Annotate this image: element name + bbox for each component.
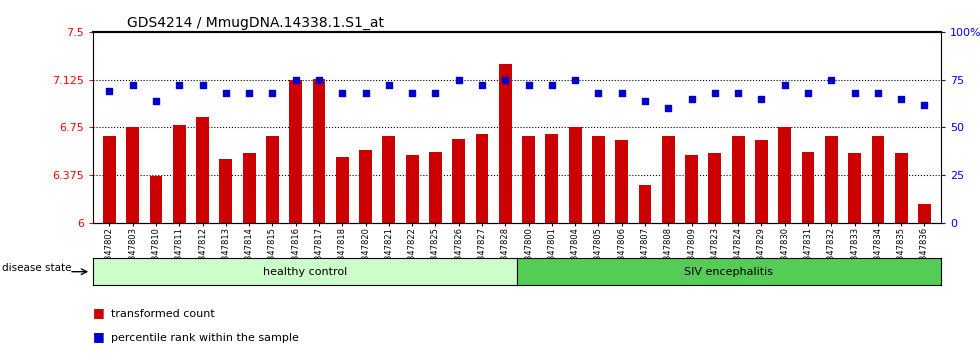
Point [288, 77, 304, 82]
Bar [220, 159, 232, 223]
Point [823, 77, 839, 82]
Bar [453, 139, 466, 223]
Point [613, 90, 629, 96]
Bar [499, 64, 512, 223]
Point [520, 82, 536, 88]
Bar [662, 136, 674, 223]
Bar [126, 127, 139, 223]
Text: disease state: disease state [2, 263, 72, 273]
Point [730, 90, 746, 96]
Point [661, 105, 676, 111]
Point [567, 77, 583, 82]
Bar [406, 155, 418, 223]
Point [498, 77, 514, 82]
Bar [685, 155, 698, 223]
Point [312, 77, 327, 82]
Bar [522, 136, 535, 223]
Point [405, 90, 420, 96]
Point [381, 82, 397, 88]
Bar [802, 152, 814, 223]
Point [707, 90, 722, 96]
Point [847, 90, 862, 96]
Bar [313, 79, 325, 223]
Point [148, 98, 164, 103]
Point [591, 90, 607, 96]
Point [172, 82, 187, 88]
Text: percentile rank within the sample: percentile rank within the sample [111, 333, 299, 343]
Bar [615, 140, 628, 223]
Bar [546, 134, 559, 223]
Bar [336, 157, 349, 223]
Bar [639, 185, 652, 223]
Point [801, 90, 816, 96]
Point [916, 102, 932, 107]
Bar [825, 136, 838, 223]
Text: SIV encephalitis: SIV encephalitis [684, 267, 773, 277]
Text: GDS4214 / MmugDNA.14338.1.S1_at: GDS4214 / MmugDNA.14338.1.S1_at [127, 16, 384, 30]
Text: ■: ■ [93, 306, 105, 319]
Bar [778, 127, 791, 223]
Bar [289, 80, 302, 223]
Bar [475, 134, 488, 223]
Bar [360, 150, 372, 223]
Point [684, 96, 700, 102]
Point [241, 90, 257, 96]
Point [637, 98, 653, 103]
Bar [243, 153, 256, 223]
Bar [382, 136, 395, 223]
Bar [709, 153, 721, 223]
Point [754, 96, 769, 102]
Bar [429, 152, 442, 223]
Bar [150, 176, 163, 223]
Text: transformed count: transformed count [111, 309, 215, 319]
Point [894, 96, 909, 102]
Bar [918, 204, 931, 223]
Point [451, 77, 466, 82]
Bar [849, 153, 861, 223]
Text: healthy control: healthy control [263, 267, 347, 277]
Text: ■: ■ [93, 330, 105, 343]
Point [777, 82, 793, 88]
Point [334, 90, 350, 96]
Bar [172, 125, 185, 223]
Bar [895, 153, 907, 223]
Point [124, 82, 140, 88]
Bar [755, 140, 768, 223]
Point [474, 82, 490, 88]
Point [544, 82, 560, 88]
Bar [103, 136, 116, 223]
Point [358, 90, 373, 96]
Bar [592, 136, 605, 223]
Point [218, 90, 233, 96]
Bar [196, 117, 209, 223]
Bar [266, 136, 279, 223]
Point [102, 88, 118, 94]
Bar [568, 127, 581, 223]
Point [427, 90, 443, 96]
Point [870, 90, 886, 96]
Point [195, 82, 211, 88]
Bar [732, 136, 745, 223]
Point [265, 90, 280, 96]
Bar [871, 136, 884, 223]
